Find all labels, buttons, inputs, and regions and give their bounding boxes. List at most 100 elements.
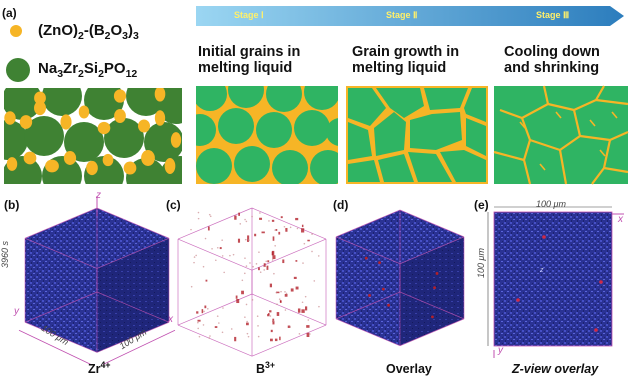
boron-speck (221, 239, 223, 241)
grain-particle (126, 158, 166, 184)
stage-3-title: Cooling down and shrinking (504, 44, 600, 76)
cube-right-face (97, 238, 169, 353)
boron-speck (303, 242, 306, 245)
glass-particle (63, 151, 77, 165)
boron-cluster (306, 325, 310, 328)
cube-edge (251, 293, 327, 326)
axis-z-label-e: z (540, 267, 544, 274)
height-dim-b: 3960 s (0, 240, 10, 268)
glass-particle (154, 110, 166, 126)
cube-edge (24, 207, 98, 239)
boron-speck (280, 290, 282, 293)
boron-cluster (236, 299, 240, 304)
boron-cluster (238, 212, 240, 216)
boron-speck (216, 315, 219, 317)
cube-edge (399, 318, 465, 347)
cube-edge (96, 207, 170, 239)
boron-speck (245, 303, 248, 306)
glass-particle (164, 158, 176, 174)
boron-cluster (271, 219, 275, 222)
boron-speck (285, 292, 288, 295)
boron-speck (252, 265, 254, 268)
boron-cluster (259, 217, 263, 220)
glass-crack (611, 111, 618, 119)
boron-speck (284, 309, 287, 311)
glass-crack (599, 149, 606, 157)
cube-edge (335, 291, 401, 320)
glass-particle (34, 91, 46, 105)
stage-1-title-line-2: melting liquid (198, 60, 293, 76)
grain-particle (24, 116, 64, 156)
boron-speck (216, 246, 219, 249)
boron-speck (197, 327, 199, 330)
glass-particle (6, 157, 18, 171)
boron-speck (244, 238, 247, 241)
cube-left-face (336, 236, 400, 346)
stage-3-title-line-1: Cooling down (504, 44, 600, 60)
boron-speck (244, 272, 246, 275)
cube-edge (251, 207, 327, 240)
boron-speck (195, 254, 197, 257)
boron-speck (244, 257, 246, 259)
z-view-square (487, 206, 624, 358)
boron-overlay-spot (387, 303, 391, 307)
z-view-frame (493, 211, 613, 347)
boron-cluster (246, 239, 250, 242)
boron-speck (271, 259, 274, 261)
boron-speck (273, 272, 275, 275)
boron-speck (197, 321, 199, 324)
cube-edge (24, 237, 98, 269)
boron-cluster (290, 288, 294, 292)
grain (228, 86, 264, 108)
boron-speck (209, 215, 212, 218)
glass-particle (138, 119, 150, 133)
boron-overlay-spot (516, 298, 520, 302)
boron-speck (256, 315, 259, 318)
caption-z-view-overlay: Z-view overlay (512, 362, 599, 376)
boron-cluster (237, 238, 241, 243)
boron-cluster (267, 260, 270, 263)
glass-particle (4, 111, 16, 125)
cube-edge (335, 209, 401, 238)
boron-cluster (241, 290, 244, 295)
boron-cluster (246, 322, 249, 326)
boron-speck (274, 229, 276, 231)
boron-speck (202, 324, 205, 326)
stage-3-title-line-2: and shrinking (504, 60, 600, 76)
boron-speck (301, 301, 304, 304)
boron-speck (284, 291, 286, 293)
boron-speck (298, 333, 301, 335)
boron-speck (241, 279, 244, 282)
grain-particle (144, 122, 182, 162)
boron-speck (296, 227, 299, 230)
boron-speck (197, 211, 200, 214)
boron-overlay-spot (435, 272, 439, 275)
boron-cluster (275, 229, 278, 231)
glass-crack (555, 111, 562, 119)
grain (440, 150, 486, 182)
cube-edge (96, 291, 170, 323)
boron-cluster (272, 318, 275, 323)
panel-label-e: (e) (474, 198, 489, 212)
boron-speck (244, 218, 246, 221)
panel-label-b: (b) (4, 198, 20, 212)
stage-2-title: Grain growth in melting liquid (352, 44, 459, 76)
grain-swatch (6, 58, 30, 82)
grain-particle (4, 120, 28, 160)
boron-speck (247, 335, 250, 338)
grain (196, 148, 232, 184)
boron-cluster (269, 283, 273, 288)
boron-speck (232, 253, 235, 256)
boron-overlay-spot (364, 256, 368, 260)
glass-particle (97, 121, 111, 135)
boron-cluster (295, 217, 299, 221)
boron-speck (259, 212, 261, 214)
stage-1-title: Initial grains in melting liquid (198, 44, 300, 76)
cube-edge (335, 318, 401, 347)
boron-speck (190, 228, 192, 231)
boron-speck (218, 322, 220, 324)
boron-cluster (197, 319, 201, 322)
cube-right-face (400, 236, 464, 346)
